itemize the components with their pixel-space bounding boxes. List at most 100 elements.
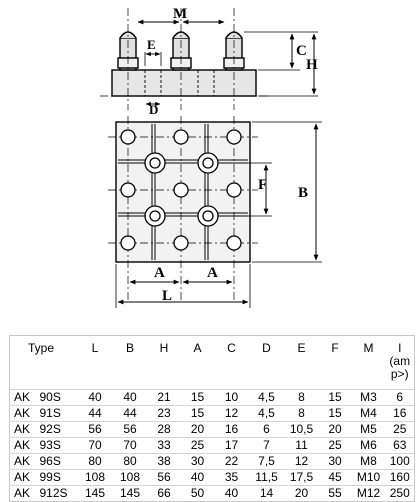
- cell-prefix: AK: [14, 454, 31, 468]
- dim-label-a-right: A: [207, 265, 218, 281]
- cell-i: 25: [393, 422, 407, 436]
- cell-h: 28: [157, 422, 171, 436]
- cell-i: 100: [389, 454, 410, 468]
- cell-d: 4,5: [258, 406, 275, 420]
- cell-l: 80: [88, 454, 102, 468]
- dim-label-m: M: [173, 6, 187, 22]
- cell-i: 6: [396, 390, 404, 404]
- cell-c: 40: [224, 486, 239, 500]
- cell-a: 20: [190, 422, 205, 436]
- table-row: AK 93S 70 70 33 25 17 7 11 25 M6 63: [9, 437, 415, 454]
- cell-prefix: AK: [14, 422, 31, 436]
- cell-d: 11,5: [255, 470, 278, 484]
- cell-b: 70: [123, 438, 137, 452]
- cell-e: 10,5: [289, 422, 314, 436]
- cell-d: 14: [259, 486, 274, 500]
- cell-prefix: AK: [14, 406, 31, 420]
- cell-i: 16: [393, 406, 407, 420]
- cell-f: 25: [328, 438, 342, 452]
- dim-label-a-left: A: [154, 265, 165, 281]
- cell-model: 93S: [39, 438, 61, 452]
- header-i-line2: (am: [389, 354, 411, 368]
- cell-f: 30: [328, 454, 342, 468]
- cell-i: 63: [393, 438, 407, 452]
- cell-d: 4,5: [258, 390, 275, 404]
- cell-i: 160: [389, 470, 410, 484]
- cell-model: 90S: [39, 390, 61, 404]
- cell-f: 15: [328, 390, 342, 404]
- cell-d: 7,5: [258, 454, 275, 468]
- table-row: AK 92S 56 56 28 20 16 6 10,5 20 M5 25: [9, 421, 415, 438]
- table-row: AK 96S 80 80 38 30 22 7,5 12 30 M8 100: [9, 453, 415, 470]
- cell-l: 108: [85, 470, 106, 484]
- cell-c: 12: [224, 406, 239, 420]
- cell-b: 40: [123, 390, 137, 404]
- cell-b: 108: [120, 470, 141, 484]
- cell-b: 80: [123, 454, 137, 468]
- cell-m: M6: [360, 438, 377, 452]
- cell-c: 22: [224, 454, 239, 468]
- dim-label-d: D: [149, 102, 158, 117]
- cell-l: 145: [85, 486, 106, 500]
- table-row: AK 912S 145 145 66 50 40 14 20 55 M12 250: [9, 485, 415, 502]
- cell-c: 35: [224, 470, 239, 484]
- cell-h: 56: [157, 470, 171, 484]
- cell-a: 40: [190, 470, 205, 484]
- cell-model: 96S: [39, 454, 61, 468]
- cell-c: 16: [224, 422, 239, 436]
- cell-h: 33: [157, 438, 171, 452]
- dimension-labels: M E C H D F B A A L: [147, 6, 318, 304]
- cell-e: 17,5: [289, 470, 314, 484]
- cell-model: 99S: [39, 470, 61, 484]
- cell-prefix: AK: [14, 470, 31, 484]
- table-body: AK 90S 40 40 21 15 10 4,5 8 15 M3 6 AK 91S 44 44 23 15 12 4…: [9, 389, 415, 502]
- cell-a: 15: [190, 406, 205, 420]
- header-c: C: [227, 341, 236, 355]
- header-f: F: [331, 341, 339, 355]
- cell-m: M8: [360, 454, 377, 468]
- table-header-row: Type L B H A C D E F M I (am p>): [10, 336, 415, 390]
- cell-h: 23: [157, 406, 171, 420]
- header-b: B: [126, 341, 135, 355]
- cell-e: 8: [298, 406, 305, 420]
- dim-label-h: H: [306, 57, 318, 73]
- cell-a: 15: [190, 390, 205, 404]
- header-d: D: [262, 341, 271, 355]
- table-row: AK 90S 40 40 21 15 10 4,5 8 15 M3 6: [9, 389, 415, 406]
- top-view: [108, 116, 322, 308]
- dim-label-c: C: [296, 43, 307, 59]
- header-i-line1: I: [398, 341, 402, 355]
- cell-l: 40: [88, 390, 102, 404]
- cell-c: 17: [224, 438, 239, 452]
- cell-model: 92S: [39, 422, 61, 436]
- header-a: A: [193, 341, 202, 355]
- cell-b: 145: [120, 486, 141, 500]
- cell-e: 20: [294, 486, 309, 500]
- dim-label-l: L: [162, 288, 172, 304]
- cell-c: 10: [224, 390, 239, 404]
- cell-b: 56: [123, 422, 137, 436]
- header-l: L: [91, 341, 99, 355]
- cell-l: 44: [88, 406, 102, 420]
- dim-label-f: F: [258, 177, 267, 193]
- table-row: AK 99S 108 108 56 40 35 11,5 17,5 45 M10 160: [9, 469, 415, 486]
- specification-table: Type L B H A C D E F M I (am p>) AK 90S 40…: [9, 335, 416, 502]
- cell-m: M3: [360, 390, 377, 404]
- side-view: [100, 8, 318, 110]
- cell-a: 30: [190, 454, 205, 468]
- cell-m: M12: [356, 486, 381, 500]
- header-i: I (am p>): [386, 336, 415, 390]
- cell-i: 250: [389, 486, 410, 500]
- cell-f: 15: [328, 406, 342, 420]
- header-h: H: [159, 341, 169, 355]
- cell-e: 8: [298, 390, 305, 404]
- cell-e: 11: [295, 438, 308, 452]
- cell-l: 70: [88, 438, 102, 452]
- table-row: AK 91S 44 44 23 15 12 4,5 8 15 M4 16: [9, 405, 415, 422]
- cell-h: 38: [157, 454, 171, 468]
- dim-label-b: B: [298, 185, 308, 201]
- cell-m: M4: [360, 406, 377, 420]
- header-e: E: [297, 341, 306, 355]
- header-m: M: [363, 341, 374, 355]
- cell-f: 45: [328, 470, 342, 484]
